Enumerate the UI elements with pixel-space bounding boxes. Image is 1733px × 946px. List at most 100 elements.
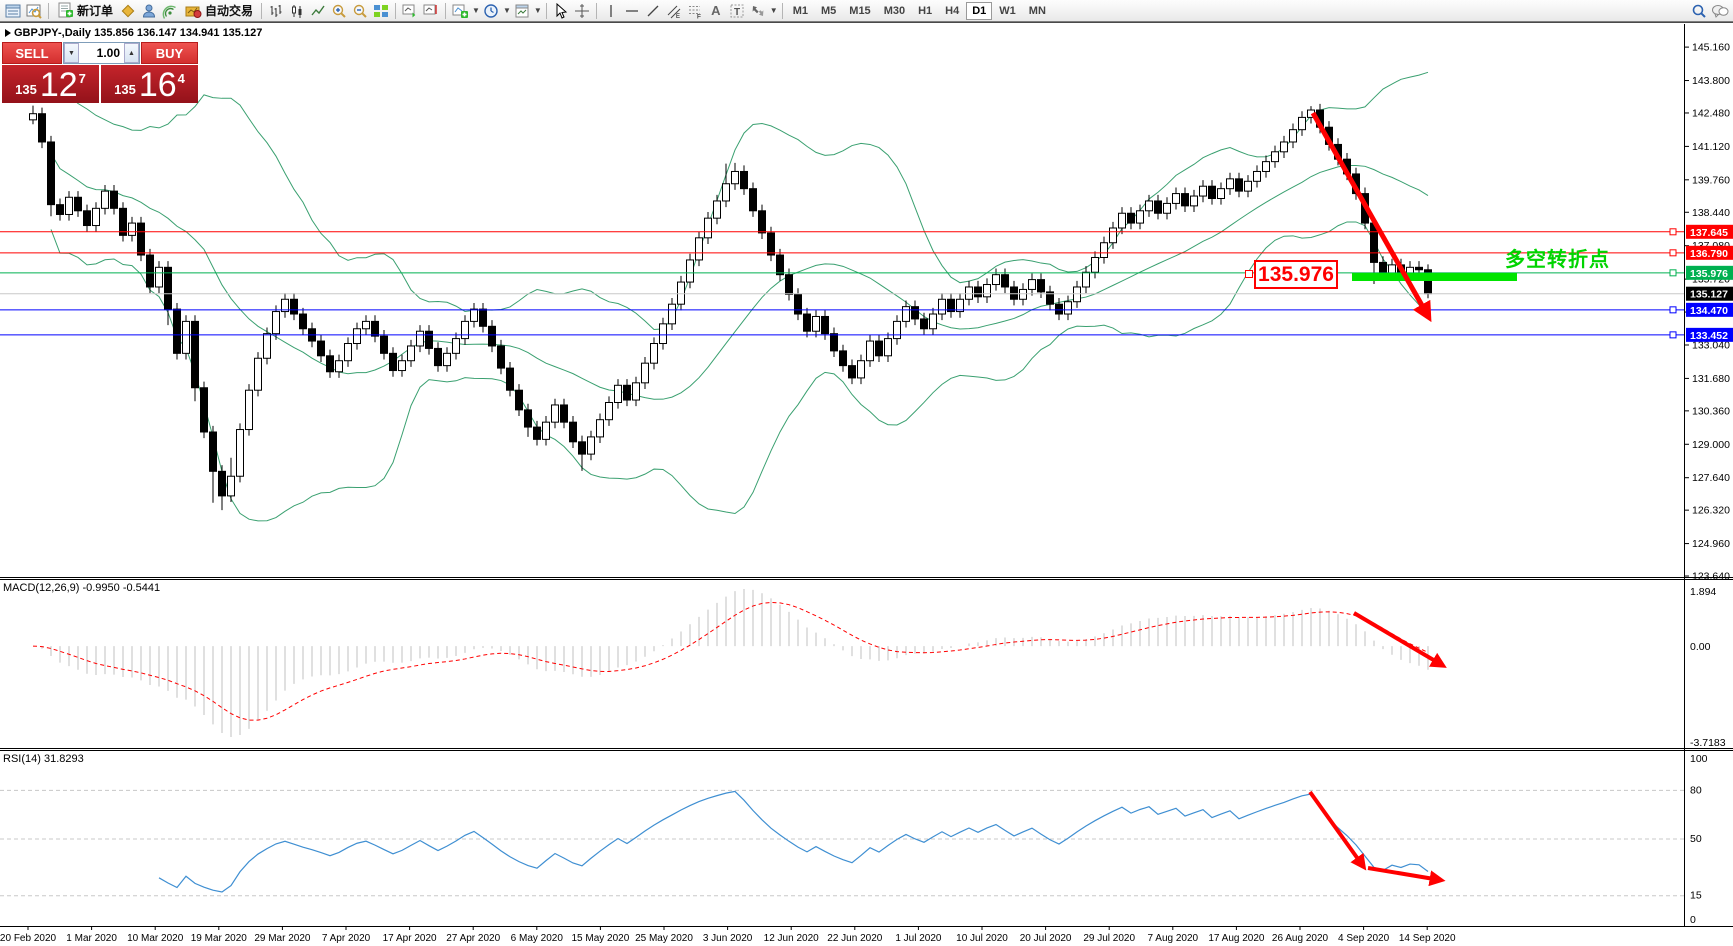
price-level-annotation[interactable]: 135.976 [1254, 260, 1338, 289]
svg-text:130.360: 130.360 [1692, 405, 1730, 417]
svg-text:25 May 2020: 25 May 2020 [635, 933, 693, 944]
trendline-tool-icon[interactable] [643, 1, 663, 21]
sell-price-pip: 7 [78, 71, 86, 86]
buy-price-prefix: 135 [114, 82, 136, 97]
window-list-icon[interactable] [3, 1, 23, 21]
tab-m15[interactable]: M15 [849, 4, 871, 17]
chart-preview-icon[interactable] [24, 1, 44, 21]
chart-symbol-arrow-icon [5, 29, 11, 37]
text-label-tool-icon[interactable]: T [727, 1, 747, 21]
svg-text:3 Jun 2020: 3 Jun 2020 [703, 933, 753, 944]
svg-text:0.00: 0.00 [1690, 641, 1711, 653]
svg-text:20 Feb 2020: 20 Feb 2020 [0, 933, 57, 944]
auto-trading-button[interactable]: 自动交易 [181, 1, 257, 21]
cursor-tool-icon[interactable] [551, 1, 571, 21]
svg-text:17 Aug 2020: 17 Aug 2020 [1208, 933, 1265, 944]
svg-text:141.120: 141.120 [1692, 141, 1730, 153]
svg-text:27 Apr 2020: 27 Apr 2020 [446, 933, 500, 944]
vertical-line-tool-icon[interactable] [601, 1, 621, 21]
buy-price-pip: 4 [177, 71, 185, 86]
periods-clock-icon[interactable] [481, 1, 501, 21]
indicators-icon[interactable] [450, 1, 470, 21]
sell-price-panel[interactable]: 135 12 7 [2, 65, 99, 103]
templates-dropdown-arrow[interactable]: ▼ [533, 6, 542, 15]
turning-point-annotation[interactable]: 多空转折点 [1505, 249, 1610, 271]
tab-w1[interactable]: W1 [999, 4, 1016, 17]
tab-m1[interactable]: M1 [792, 4, 808, 17]
zoom-out-icon[interactable] [350, 1, 370, 21]
tab-m30[interactable]: M30 [883, 4, 906, 17]
indicators-dropdown-arrow[interactable]: ▼ [472, 6, 480, 15]
channel-letter: E [676, 14, 680, 19]
toolbar-separator [261, 2, 263, 19]
tab-h1[interactable]: H1 [918, 4, 933, 17]
sell-button[interactable]: SELL [2, 42, 62, 64]
toolbar-separator [595, 2, 597, 19]
new-order-label: 新订单 [77, 4, 114, 18]
svg-text:133.452: 133.452 [1690, 330, 1728, 342]
svg-text:10 Mar 2020: 10 Mar 2020 [127, 933, 184, 944]
buy-button[interactable]: BUY [141, 42, 198, 64]
equidistant-channel-tool-icon[interactable]: E [664, 1, 684, 21]
toolbar-separator [781, 2, 783, 19]
market-watch-icon[interactable] [118, 1, 138, 21]
candlestick-chart-type-icon[interactable] [287, 1, 307, 21]
svg-text:124.960: 124.960 [1692, 538, 1730, 550]
chart-shift-icon[interactable] [421, 1, 441, 21]
fibonacci-tool-icon[interactable]: F [685, 1, 705, 21]
svg-text:19 Mar 2020: 19 Mar 2020 [191, 933, 248, 944]
svg-text:50: 50 [1690, 833, 1702, 845]
svg-text:22 Jun 2020: 22 Jun 2020 [827, 933, 882, 944]
svg-text:134.470: 134.470 [1690, 305, 1728, 317]
svg-text:137.645: 137.645 [1690, 227, 1728, 239]
svg-text:138.440: 138.440 [1692, 207, 1730, 219]
svg-text:123.640: 123.640 [1692, 571, 1730, 583]
svg-text:133.040: 133.040 [1692, 339, 1730, 351]
svg-text:131.680: 131.680 [1692, 373, 1730, 385]
svg-text:1 Jul 2020: 1 Jul 2020 [895, 933, 942, 944]
svg-text:20 Jul 2020: 20 Jul 2020 [1020, 933, 1072, 944]
ohlc-values: 135.856 136.147 134.941 135.127 [94, 27, 263, 39]
svg-text:129.000: 129.000 [1692, 439, 1730, 451]
periods-dropdown-arrow[interactable]: ▼ [502, 6, 511, 15]
navigator-signal-icon[interactable] [160, 1, 180, 21]
search-icon[interactable] [1689, 1, 1709, 21]
rsi-indicator-label: RSI(14) 31.8293 [3, 753, 84, 765]
buy-price-panel[interactable]: 135 16 4 [101, 65, 198, 103]
volume-decrease-button[interactable]: ▼ [64, 43, 79, 63]
templates-icon[interactable] [512, 1, 532, 21]
tab-d1[interactable]: D1 [966, 1, 993, 20]
main-toolbar: 新订单 自动交易 ▼ ▼ [0, 0, 1733, 22]
svg-text:17 Apr 2020: 17 Apr 2020 [383, 933, 437, 944]
svg-text:26 Aug 2020: 26 Aug 2020 [1272, 933, 1329, 944]
line-chart-type-icon[interactable] [308, 1, 328, 21]
arrows-tool-icon[interactable] [748, 1, 768, 21]
toolbar-separator [545, 2, 547, 19]
chat-icon[interactable] [1710, 1, 1730, 21]
svg-text:100: 100 [1690, 753, 1708, 765]
volume-increase-button[interactable]: ▲ [124, 43, 139, 63]
auto-scroll-icon[interactable] [400, 1, 420, 21]
tile-windows-icon[interactable] [371, 1, 391, 21]
svg-text:143.800: 143.800 [1692, 75, 1730, 87]
volume-input[interactable]: 1.00 [96, 46, 120, 60]
crosshair-tool-icon[interactable] [572, 1, 592, 21]
horizontal-line-tool-icon[interactable] [622, 1, 642, 21]
tab-m5[interactable]: M5 [821, 4, 837, 17]
tab-h4[interactable]: H4 [945, 4, 960, 17]
bar-chart-type-icon[interactable] [266, 1, 286, 21]
svg-text:136.790: 136.790 [1690, 248, 1728, 260]
new-order-button[interactable]: 新订单 [53, 1, 117, 21]
svg-text:127.640: 127.640 [1692, 472, 1730, 484]
svg-text:135.127: 135.127 [1690, 289, 1728, 301]
svg-text:29 Mar 2020: 29 Mar 2020 [254, 933, 311, 944]
volume-control: ▼ 1.00 ▲ [63, 42, 140, 64]
arrows-dropdown-arrow[interactable]: ▼ [769, 6, 778, 15]
zoom-in-icon[interactable] [329, 1, 349, 21]
svg-text:29 Jul 2020: 29 Jul 2020 [1083, 933, 1135, 944]
data-window-icon[interactable] [139, 1, 159, 21]
fibo-letter: F [697, 13, 701, 19]
text-tool-icon[interactable]: A [711, 3, 721, 18]
tab-mn[interactable]: MN [1028, 4, 1046, 17]
